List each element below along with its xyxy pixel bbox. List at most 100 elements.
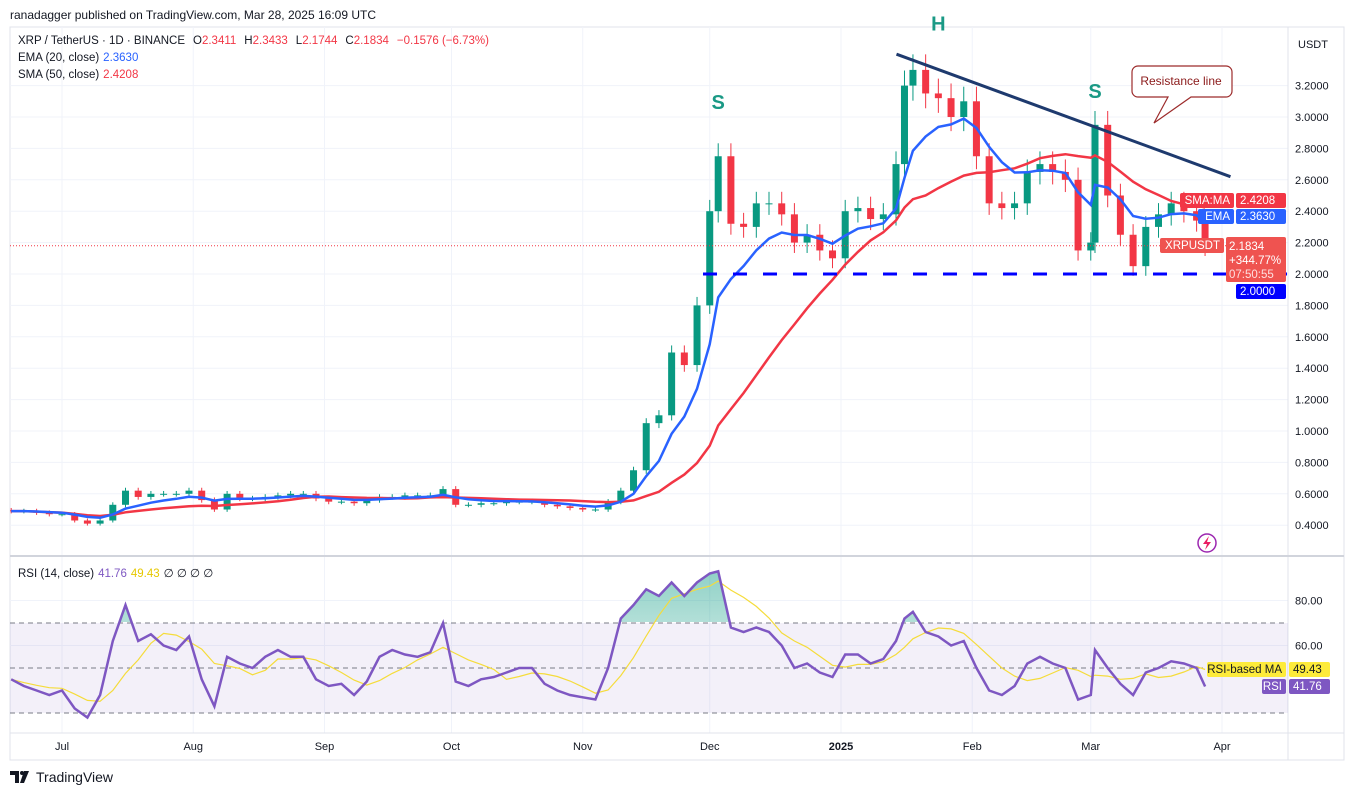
support-price-tag: 2.0000 xyxy=(1240,286,1275,298)
candle-body xyxy=(172,493,180,495)
change-value: −0.1576 (−6.73%) xyxy=(396,35,489,47)
shoulder-label: S xyxy=(1088,81,1101,103)
candle-body xyxy=(934,93,942,99)
symbol-tag: XRPUSDT xyxy=(1165,240,1220,252)
candle-body xyxy=(1201,220,1209,246)
candle-body xyxy=(706,211,714,306)
y-tick-label: 2.8000 xyxy=(1295,143,1329,155)
candle-body xyxy=(617,490,625,502)
rsi-legend[interactable]: RSI (14, close) 41.76 49.43 ∅ ∅ ∅ ∅ xyxy=(18,566,217,580)
candle-body xyxy=(829,250,837,259)
rsi-ma-tag-bg xyxy=(1207,662,1286,677)
low-value: 2.1744 xyxy=(302,35,338,47)
ema-tag: EMA xyxy=(1205,211,1230,223)
candle-body xyxy=(160,493,168,495)
lightning-bolt-icon xyxy=(1203,536,1211,550)
y-tick-label: 2.6000 xyxy=(1295,175,1329,187)
close-label: C xyxy=(345,35,354,47)
candle-body xyxy=(350,501,358,504)
candle-body xyxy=(287,493,295,496)
y-tick-label: 2.2000 xyxy=(1295,238,1329,250)
candle-body xyxy=(401,495,409,497)
candle-body xyxy=(803,234,811,243)
candle-body xyxy=(642,423,650,471)
candle-body xyxy=(109,504,117,521)
bar-countdown: 07:50:55 xyxy=(1229,269,1274,281)
candle-body xyxy=(363,500,371,504)
y-tick-label: 0.8000 xyxy=(1295,457,1329,469)
candle-body xyxy=(477,503,485,505)
sma-legend[interactable]: SMA (50, close) 2.4208 xyxy=(18,69,142,81)
shoulder-label: S xyxy=(712,92,725,114)
candle-body xyxy=(765,203,773,205)
candle-body xyxy=(503,501,511,504)
candle-body xyxy=(1023,171,1031,204)
y-tick-label: 2.0000 xyxy=(1295,269,1329,281)
x-tick-label: Feb xyxy=(963,741,982,753)
rsi-ma-value-tag: 49.43 xyxy=(1293,664,1322,676)
rsi-tag: RSI xyxy=(1263,681,1282,693)
candle-body xyxy=(714,156,722,212)
candle-body xyxy=(790,214,798,243)
candle-body xyxy=(325,498,333,502)
rsi-value: 41.76 xyxy=(98,568,127,580)
tradingview-logo[interactable]: TradingView xyxy=(10,769,113,785)
percent-change: +344.77% xyxy=(1229,255,1281,267)
candle-body xyxy=(668,352,676,416)
y-tick-label: 0.6000 xyxy=(1295,489,1329,501)
ema-legend[interactable]: EMA (20, close) 2.3630 xyxy=(18,52,142,64)
x-tick-label: Aug xyxy=(183,741,203,753)
candle-body xyxy=(1167,203,1175,215)
candle-body xyxy=(185,490,193,494)
candle-body xyxy=(867,208,875,220)
candle-body xyxy=(680,352,688,366)
open-value: 2.3411 xyxy=(201,35,237,47)
candle-body xyxy=(1129,234,1137,267)
rsi-line xyxy=(10,569,1207,720)
y-tick-label: 3.2000 xyxy=(1295,81,1329,93)
candle-body xyxy=(439,489,447,496)
candle-body xyxy=(591,509,599,511)
close-value: 2.1834 xyxy=(353,35,389,47)
rsi-tag-bg xyxy=(1262,679,1286,694)
candle-body xyxy=(274,495,282,497)
candle-body xyxy=(198,490,206,501)
candle-body xyxy=(655,415,663,424)
rsi-extra-values: ∅ ∅ ∅ ∅ xyxy=(163,568,214,580)
candle-body xyxy=(299,493,307,495)
candle-body xyxy=(1011,203,1019,209)
candle-body xyxy=(693,305,701,366)
rsi-ma-line xyxy=(11,580,1206,702)
candle-body xyxy=(922,69,930,94)
high-value: 2.3433 xyxy=(252,35,288,47)
candle-body xyxy=(566,506,574,508)
candle-body xyxy=(778,203,786,215)
candle-body xyxy=(83,520,91,524)
lightning-icon xyxy=(1197,533,1217,553)
candle-body xyxy=(223,493,231,510)
x-tick-label: Dec xyxy=(700,741,720,753)
candle-body xyxy=(1061,171,1069,180)
symbol-legend[interactable]: XRP / TetherUS · 1D · BINANCE O2.3411 H2.3… xyxy=(18,35,493,47)
rsi-label: RSI (14, close) xyxy=(18,568,95,580)
candle-body xyxy=(1142,226,1150,267)
candle-body xyxy=(579,507,587,510)
rsi-value-tag-bg xyxy=(1289,679,1330,694)
head-label: H xyxy=(931,14,945,36)
ema-tag-bg xyxy=(1198,209,1234,224)
last-price-box xyxy=(1226,237,1286,282)
ema-label: EMA (20, close) xyxy=(18,52,100,64)
y-tick-label: 1.0000 xyxy=(1295,426,1329,438)
candle-body xyxy=(752,203,760,227)
x-tick-label: Sep xyxy=(315,741,335,753)
candle-body xyxy=(816,234,824,251)
symbol-title: XRP / TetherUS · 1D · BINANCE xyxy=(18,35,186,47)
brand-name: TradingView xyxy=(36,769,114,785)
x-tick-label: 2025 xyxy=(829,741,853,753)
candle-body xyxy=(1049,164,1057,172)
ema-price-tag-bg xyxy=(1236,209,1286,224)
tradingview-logo-icon xyxy=(10,771,29,783)
candle-body xyxy=(1036,164,1044,172)
candle-body xyxy=(630,470,638,491)
